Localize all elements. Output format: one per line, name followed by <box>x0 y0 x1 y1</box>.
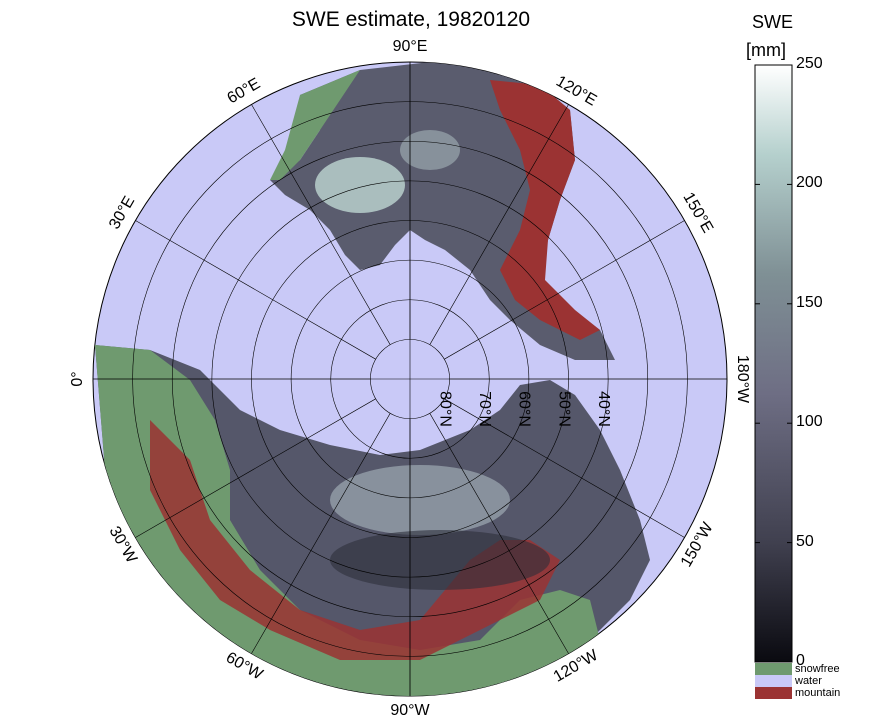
colorbar-tick-label: 50 <box>796 532 814 550</box>
meridian-150 <box>444 220 685 360</box>
legend-swatch-mountain <box>755 687 792 699</box>
meridian--120 <box>429 413 569 654</box>
legend-label-mountain: mountain <box>795 687 841 699</box>
colorbar-ticks <box>755 64 792 663</box>
latitude-label: 50°N <box>555 391 572 427</box>
latitude-label: 80°N <box>436 391 453 427</box>
latitude-label: 60°N <box>516 391 533 427</box>
colorbar-tick-label: 100 <box>796 413 823 431</box>
map-title: SWE estimate, 19820120 <box>291 8 531 31</box>
longitude-label: 180°W <box>734 355 751 404</box>
colorbar-tick-label: 200 <box>796 174 823 192</box>
meridian-30 <box>135 220 376 360</box>
latitude-label: 40°N <box>595 391 612 427</box>
north-america-deep-snow <box>315 157 405 213</box>
greenland-deep-snow <box>400 130 460 170</box>
siberia-deep-snow <box>330 465 510 535</box>
latitude-labels: 80°N 70°N 60°N 50°N 40°N <box>436 391 612 427</box>
north-america-snowfree <box>270 70 360 180</box>
latitude-label: 70°N <box>476 391 493 427</box>
meridian--30 <box>135 398 376 538</box>
eurasia-mountain <box>150 420 560 660</box>
colorbar-tick-label: 250 <box>796 55 823 72</box>
colorbar-tick-label: 150 <box>796 293 823 311</box>
legend-label-snowfree: snowfree <box>795 663 840 675</box>
colorbar <box>754 64 793 663</box>
north-america-mountain <box>490 80 600 340</box>
longitude-label: 90°E <box>393 38 428 55</box>
colorbar-unit: [mm] <box>746 40 786 60</box>
longitude-label: 90°W <box>390 702 430 719</box>
eurasia-dark-band <box>330 530 550 590</box>
legend-swatch-snowfree <box>755 663 792 675</box>
meridian-60 <box>251 104 391 345</box>
meridian--60 <box>251 413 391 654</box>
longitude-label: 0° <box>69 371 86 386</box>
colorbar-tick-label: 0 <box>796 652 805 669</box>
meridian-120 <box>429 104 569 345</box>
legend-label-water: water <box>795 675 822 687</box>
eurasia-snowfree <box>95 345 600 696</box>
meridian--150 <box>444 398 685 538</box>
colorbar-title: SWE <box>752 12 794 32</box>
legend-swatch-water <box>755 675 792 687</box>
graticule <box>93 62 727 696</box>
